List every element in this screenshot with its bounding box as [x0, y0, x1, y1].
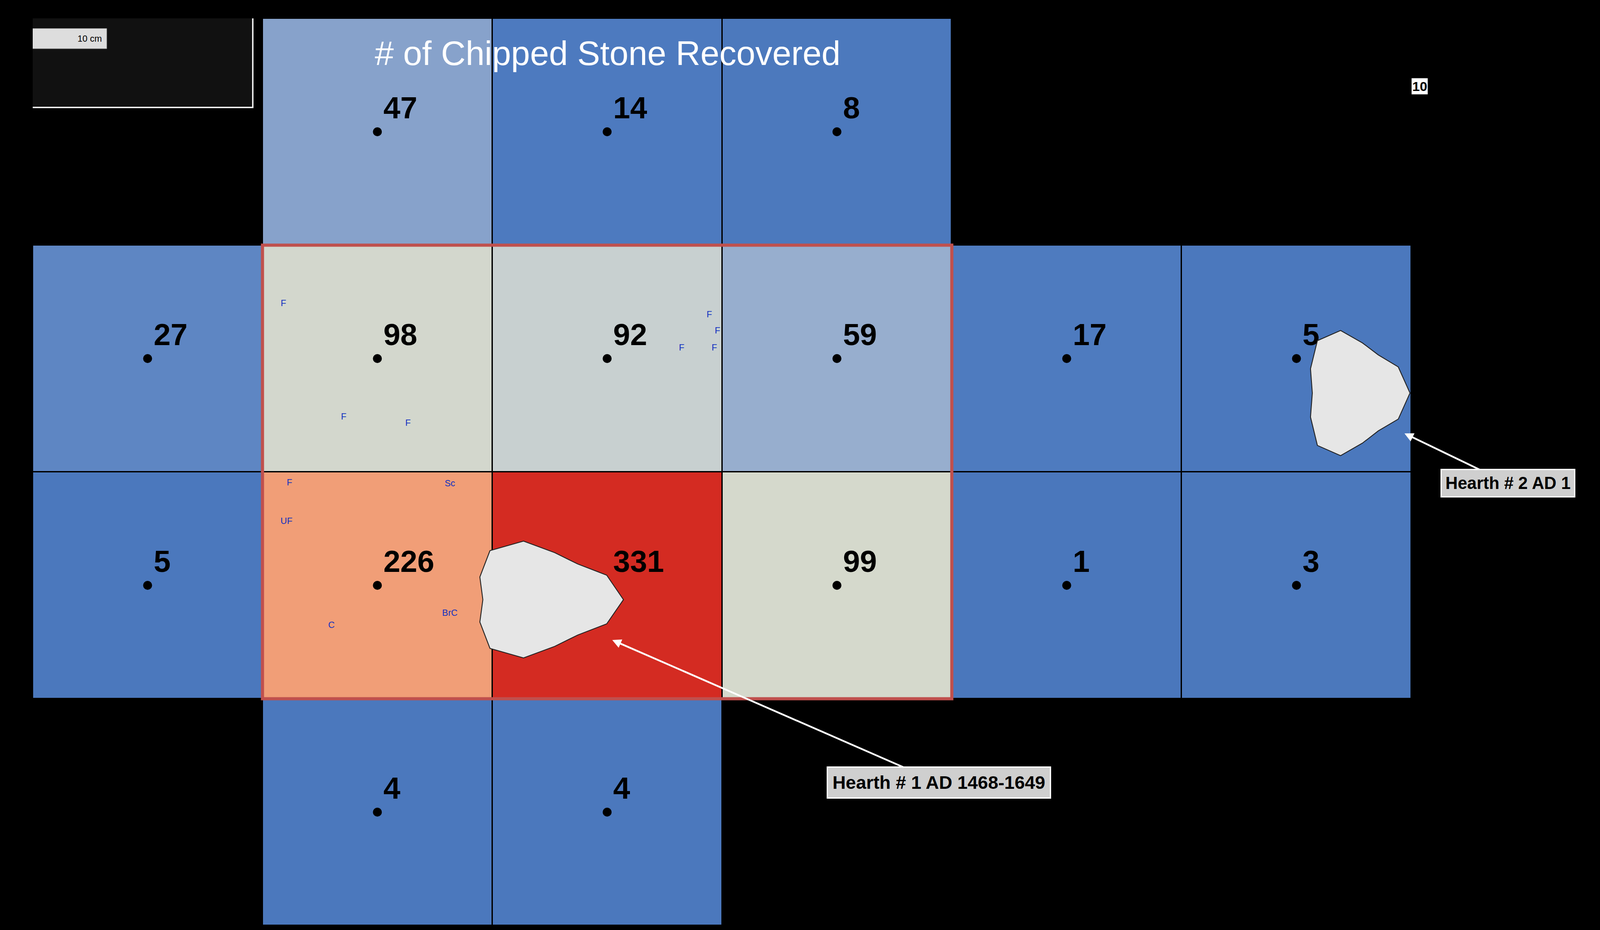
svg-text:59: 59 — [842, 317, 877, 352]
svg-text:3: 3 — [1302, 543, 1320, 578]
svg-text:5: 5 — [1302, 317, 1320, 352]
svg-text:F: F — [405, 417, 411, 428]
svg-text:4: 4 — [613, 770, 631, 805]
svg-text:C: C — [327, 619, 335, 630]
svg-text:1: 1 — [1072, 543, 1090, 578]
svg-text:226: 226 — [383, 543, 435, 578]
svg-text:F: F — [340, 411, 347, 422]
svg-text:Hearth # 1 AD 1468-1649: Hearth # 1 AD 1468-1649 — [832, 771, 1046, 793]
svg-text:UF: UF — [280, 515, 293, 526]
svg-text:98: 98 — [383, 317, 418, 352]
svg-text:27: 27 — [153, 317, 188, 352]
svg-text:331: 331 — [613, 543, 665, 578]
svg-text:# of Chipped Stone Recovered: # of Chipped Stone Recovered — [374, 34, 841, 73]
svg-text:4: 4 — [383, 770, 401, 805]
svg-text:92: 92 — [613, 317, 648, 352]
svg-text:F: F — [706, 309, 712, 320]
svg-text:F: F — [280, 297, 286, 308]
svg-text:17: 17 — [1072, 317, 1107, 352]
svg-text:8: 8 — [842, 90, 860, 125]
svg-text:F: F — [711, 342, 717, 353]
svg-text:Hearth # 2 AD 1: Hearth # 2 AD 1 — [1445, 473, 1571, 493]
svg-text:F: F — [678, 342, 685, 353]
svg-text:47: 47 — [383, 90, 418, 125]
svg-text:99: 99 — [842, 543, 877, 578]
svg-text:5: 5 — [153, 543, 171, 578]
svg-text:BrC: BrC — [442, 607, 458, 618]
svg-text:14: 14 — [613, 90, 648, 125]
svg-text:10: 10 — [1412, 78, 1428, 94]
svg-text:F: F — [714, 325, 721, 336]
svg-text:10 cm: 10 cm — [77, 33, 102, 44]
svg-text:F: F — [286, 477, 293, 488]
svg-text:Sc: Sc — [444, 478, 455, 488]
